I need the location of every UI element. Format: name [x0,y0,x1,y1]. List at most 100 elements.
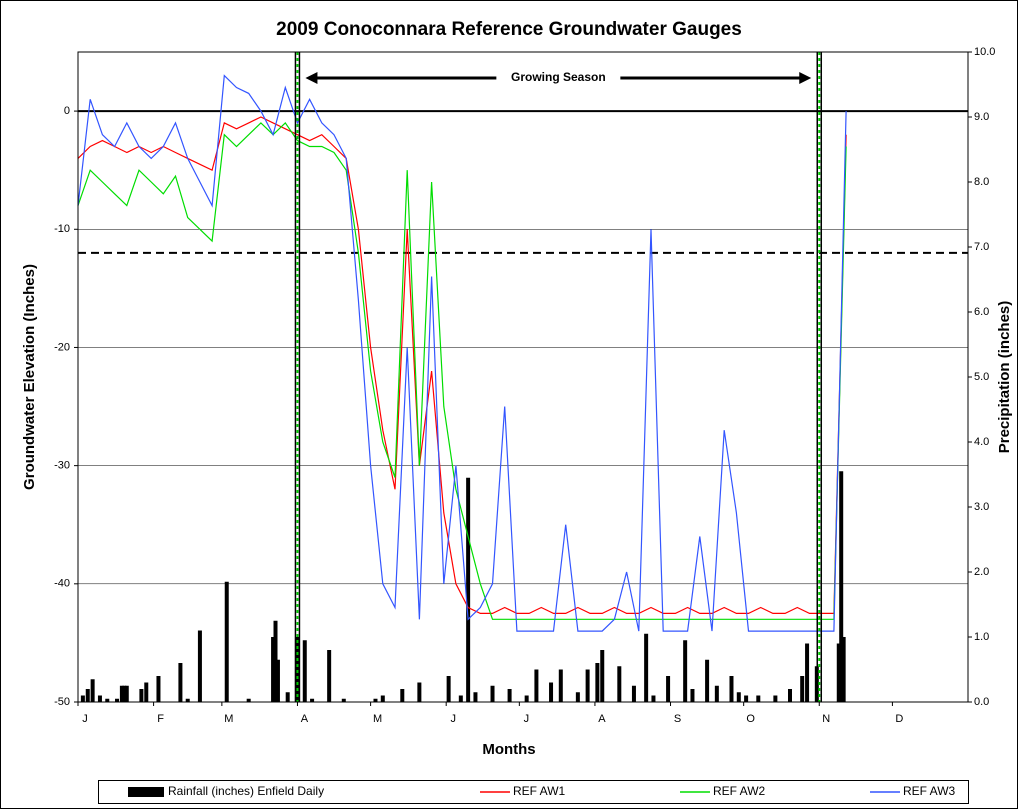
annotation-bg [496,69,621,87]
y-tick-label: -10 [54,223,70,235]
rain-bar [246,698,251,702]
legend-label: REF AW2 [713,784,766,798]
rain-bar [524,695,529,702]
rain-bar [805,643,810,702]
rain-bar [585,669,590,702]
rain-bar [729,676,734,702]
rain-bar [273,620,278,702]
rain-bar [446,676,451,702]
rain-bar [666,676,671,702]
x-tick-label: D [895,713,903,725]
rain-bar [631,685,636,702]
rain-bar [417,682,422,702]
legend [98,780,969,804]
rain-bar [744,695,749,702]
rain-bar [341,698,346,702]
x-axis-label: Months [482,741,535,758]
rain-bar [683,640,688,702]
rain-bar [295,637,300,702]
y2-tick-label: 2.0 [974,566,989,578]
y2-tick-label: 10.0 [974,46,995,58]
rain-bar [644,633,649,702]
x-tick-label: J [450,713,456,725]
rain-bar [271,637,276,702]
rain-bar [549,682,554,702]
legend-label: Rainfall (inches) Enfield Daily [168,784,324,798]
legend-swatch [128,787,164,797]
series-line [77,116,847,614]
rain-bar [85,689,90,702]
y2-tick-label: 0.0 [974,696,989,708]
rain-bar [105,698,110,702]
y-tick-label: -40 [54,578,70,590]
rain-bar [380,695,385,702]
rain-bar [714,685,719,702]
x-tick-label: F [157,713,164,725]
x-tick-label: J [524,713,530,725]
rain-bar [736,692,741,702]
y2-tick-label: 7.0 [974,241,989,253]
rain-bar [285,692,290,702]
y-tick-label: -20 [54,341,70,353]
y-tick-label: 0 [64,105,70,117]
plot-border [77,51,969,703]
rain-bar [617,666,622,702]
x-tick-label: J [82,713,88,725]
rain-bar [178,663,183,702]
legend-label: REF AW3 [903,784,956,798]
x-tick-label: A [301,713,309,725]
rain-bar [705,659,710,702]
y2-tick-label: 9.0 [974,111,989,123]
y-axis-label: Groundwater Elevation (Inches) [21,264,38,490]
rain-bar [97,695,102,702]
series-line [77,74,847,632]
rain-bar [836,643,841,702]
y2-tick-label: 5.0 [974,371,989,383]
y2-tick-label: 6.0 [974,306,989,318]
arrow-head [305,72,318,84]
x-tick-label: M [224,713,233,725]
y2-tick-label: 1.0 [974,631,989,643]
annotation: Growing Season [511,70,606,84]
rain-bar [185,698,190,702]
rain-bar [690,689,695,702]
rain-bar [122,685,127,702]
rain-bar [275,659,280,702]
rain-bar [534,669,539,702]
rain-bar [773,695,778,702]
rain-bar [124,685,129,702]
rain-bar [595,663,600,702]
rain-bar [327,650,332,702]
rain-bar [156,676,161,702]
rain-bar [651,695,656,702]
rain-bar [224,581,229,702]
rain-bar [119,685,124,702]
rain-bar [788,689,792,702]
x-tick-label: O [746,713,755,725]
rain-bar [473,692,478,702]
y2-axis-label: Precipitation (inches) [996,301,1013,454]
rain-bar [373,698,378,702]
rain-bar [90,679,95,702]
rain-bar [302,640,307,702]
rain-bar [839,471,844,702]
rain-bar [458,695,463,702]
rain-bar [197,630,202,702]
x-tick-label: A [598,713,606,725]
rain-bar [400,689,405,702]
rain-bar [490,685,495,702]
x-tick-label: M [373,713,382,725]
chart-title: 2009 Conoconnara Reference Groundwater G… [276,19,742,40]
rain-bar [310,698,315,702]
rain-bar [144,682,149,702]
x-tick-label: S [674,713,681,725]
legend-label: REF AW1 [513,784,566,798]
y-tick-label: -50 [54,696,70,708]
y-tick-label: -30 [54,460,70,472]
rain-bar [139,689,144,702]
arrow-head [799,72,812,84]
rain-bar [841,637,846,702]
rain-bar [800,676,805,702]
rain-bar [466,477,471,702]
